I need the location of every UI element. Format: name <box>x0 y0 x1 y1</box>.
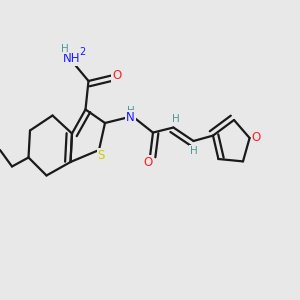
Text: NH: NH <box>63 52 81 65</box>
Text: N: N <box>126 111 135 124</box>
Text: H: H <box>61 44 68 54</box>
Text: O: O <box>112 69 122 82</box>
Text: H: H <box>190 146 197 156</box>
Text: O: O <box>252 131 261 144</box>
Text: S: S <box>98 149 105 162</box>
Text: 2: 2 <box>80 47 85 58</box>
Text: H: H <box>172 113 180 124</box>
Text: H: H <box>127 106 134 116</box>
Text: O: O <box>143 156 152 169</box>
